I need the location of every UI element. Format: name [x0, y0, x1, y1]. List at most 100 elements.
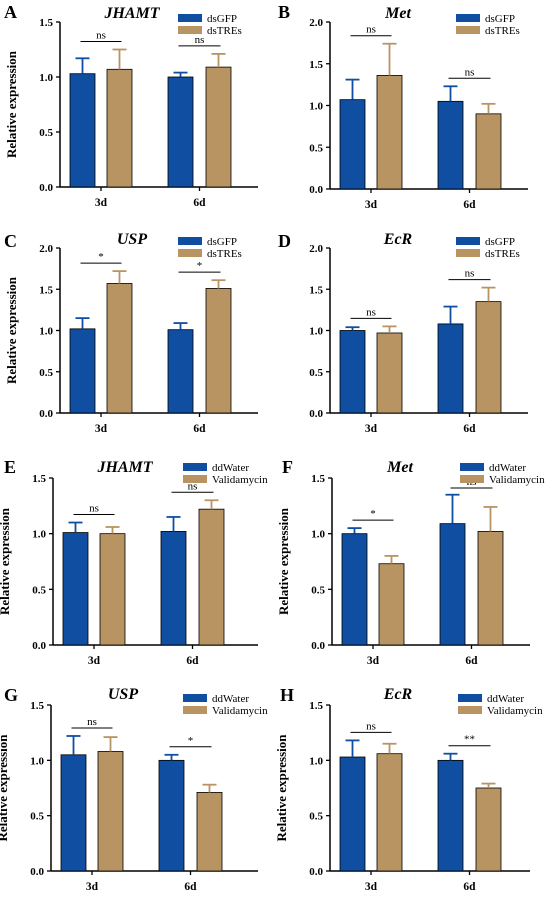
y-tick-label: 0.5	[311, 584, 325, 596]
bar-ddwater-3d	[341, 533, 368, 646]
y-tick-label: 0.0	[39, 408, 53, 420]
chart-title: EcR	[383, 231, 413, 248]
y-tick-label: 1.5	[32, 473, 46, 485]
x-tick-label: 6d	[193, 423, 206, 435]
bar-dstres-3d	[106, 283, 133, 414]
y-tick-label: 1.0	[39, 72, 53, 84]
bar-ddwater-6d	[158, 759, 185, 872]
panel-letter: A	[4, 2, 17, 22]
bar-ddwater-6d	[439, 523, 466, 646]
y-tick-label: 2.0	[39, 243, 53, 255]
chart-title: JHAMT	[103, 5, 160, 22]
y-tick-label: 1.5	[39, 17, 53, 29]
y-tick-label: 1.0	[309, 326, 323, 338]
x-tick-label: 3d	[365, 881, 378, 893]
x-tick-label: 6d	[186, 655, 199, 667]
y-tick-label: 0.5	[309, 142, 323, 154]
legend-label: Validamycin	[212, 474, 268, 486]
x-tick-label: 6d	[465, 655, 478, 667]
bar-dstres-6d	[475, 301, 502, 414]
legend-label: ddWater	[487, 693, 524, 705]
panel-a: A JHAMT Relative expression 0.0 0.5 1.0 1.5 3d n…	[4, 2, 258, 209]
y-tick-label: 1.0	[309, 755, 323, 767]
bar-validamycin-6d	[477, 531, 504, 646]
significance-label: **	[464, 734, 475, 746]
panel-letter: C	[4, 231, 17, 251]
y-tick-label: 0.0	[32, 640, 46, 652]
bar-ddwater-3d	[339, 756, 366, 872]
y-tick-label: 0.0	[39, 182, 53, 194]
y-tick-label: 1.5	[311, 473, 325, 485]
bar-dstres-6d	[205, 288, 232, 414]
y-tick-label: 1.0	[309, 101, 323, 113]
chart-title: Met	[386, 459, 413, 476]
x-tick-label: 6d	[184, 881, 197, 893]
legend-swatch-dsgfp	[456, 14, 480, 22]
bar-dsgfp-3d	[69, 328, 96, 414]
x-tick-label: 6d	[193, 197, 206, 209]
panel-h: H EcR Relative expression 0.0 0.5 1.0 1.5 3d ns 6…	[274, 685, 543, 893]
legend-label: Validamycin	[487, 705, 543, 717]
y-axis-label: Relative expression	[0, 507, 12, 615]
x-tick-label: 3d	[95, 423, 108, 435]
bar-ddwater-6d	[437, 759, 464, 872]
legend-label: dsGFP	[485, 236, 515, 248]
x-tick-label: 3d	[88, 655, 101, 667]
y-axis-label: Relative expression	[4, 50, 19, 158]
significance-label: ns	[87, 716, 97, 728]
bar-dstres-6d	[475, 113, 502, 190]
bar-dstres-3d	[376, 75, 403, 190]
legend-label: Validamycin	[212, 705, 268, 717]
y-tick-label: 0.5	[32, 584, 46, 596]
panel-letter: E	[4, 457, 16, 477]
chart-title: JHAMT	[96, 459, 153, 476]
legend-label: dsTREs	[207, 25, 242, 37]
bar-dstres-3d	[106, 68, 133, 188]
panel-letter: D	[278, 231, 291, 251]
panel-c: C USP Relative expression 0.0 0.5 1.0 1.5 2.0 3d…	[4, 231, 258, 435]
chart-title: EcR	[383, 686, 413, 703]
y-tick-label: 0.5	[30, 811, 44, 823]
legend-swatch-dstres	[456, 26, 480, 34]
significance-label: *	[197, 260, 203, 272]
bar-ddwater-6d	[160, 531, 187, 646]
panel-letter: F	[282, 457, 293, 477]
legend-swatch-ddwater	[458, 694, 482, 702]
legend-swatch-ddwater	[183, 463, 207, 471]
chart-title: USP	[117, 231, 147, 248]
y-tick-label: 1.0	[311, 529, 325, 541]
y-axis-label: Relative expression	[274, 734, 289, 842]
bar-dsgfp-6d	[437, 100, 464, 190]
y-axis-label: Relative expression	[276, 507, 291, 615]
bar-dsgfp-3d	[339, 330, 366, 414]
x-tick-label: 3d	[365, 423, 378, 435]
significance-label: ns	[366, 306, 376, 318]
x-tick-label: 3d	[367, 655, 380, 667]
y-tick-label: 2.0	[309, 243, 323, 255]
panel-letter: H	[280, 685, 294, 705]
y-tick-label: 1.5	[309, 284, 323, 296]
bar-dsgfp-3d	[339, 99, 366, 190]
legend-swatch-validamycin	[458, 706, 482, 714]
bar-ddwater-3d	[60, 754, 87, 872]
legend-swatch-dsgfp	[178, 14, 202, 22]
significance-label: ns	[96, 30, 106, 42]
significance-label: ns	[366, 720, 376, 732]
legend-swatch-validamycin	[183, 706, 207, 714]
y-tick-label: 0.5	[39, 127, 53, 139]
bar-dsgfp-6d	[167, 76, 194, 188]
y-tick-label: 0.5	[309, 367, 323, 379]
legend-swatch-dsgfp	[456, 237, 480, 245]
legend-label: dsTREs	[207, 248, 242, 260]
bar-validamycin-3d	[378, 563, 405, 646]
significance-label: ns	[465, 268, 475, 280]
x-tick-label: 6d	[463, 423, 476, 435]
x-tick-label: 6d	[463, 199, 476, 211]
legend-label: dsGFP	[485, 13, 515, 25]
y-tick-label: 1.5	[39, 284, 53, 296]
y-tick-label: 0.0	[30, 866, 44, 878]
legend-label: Validamycin	[489, 474, 545, 486]
